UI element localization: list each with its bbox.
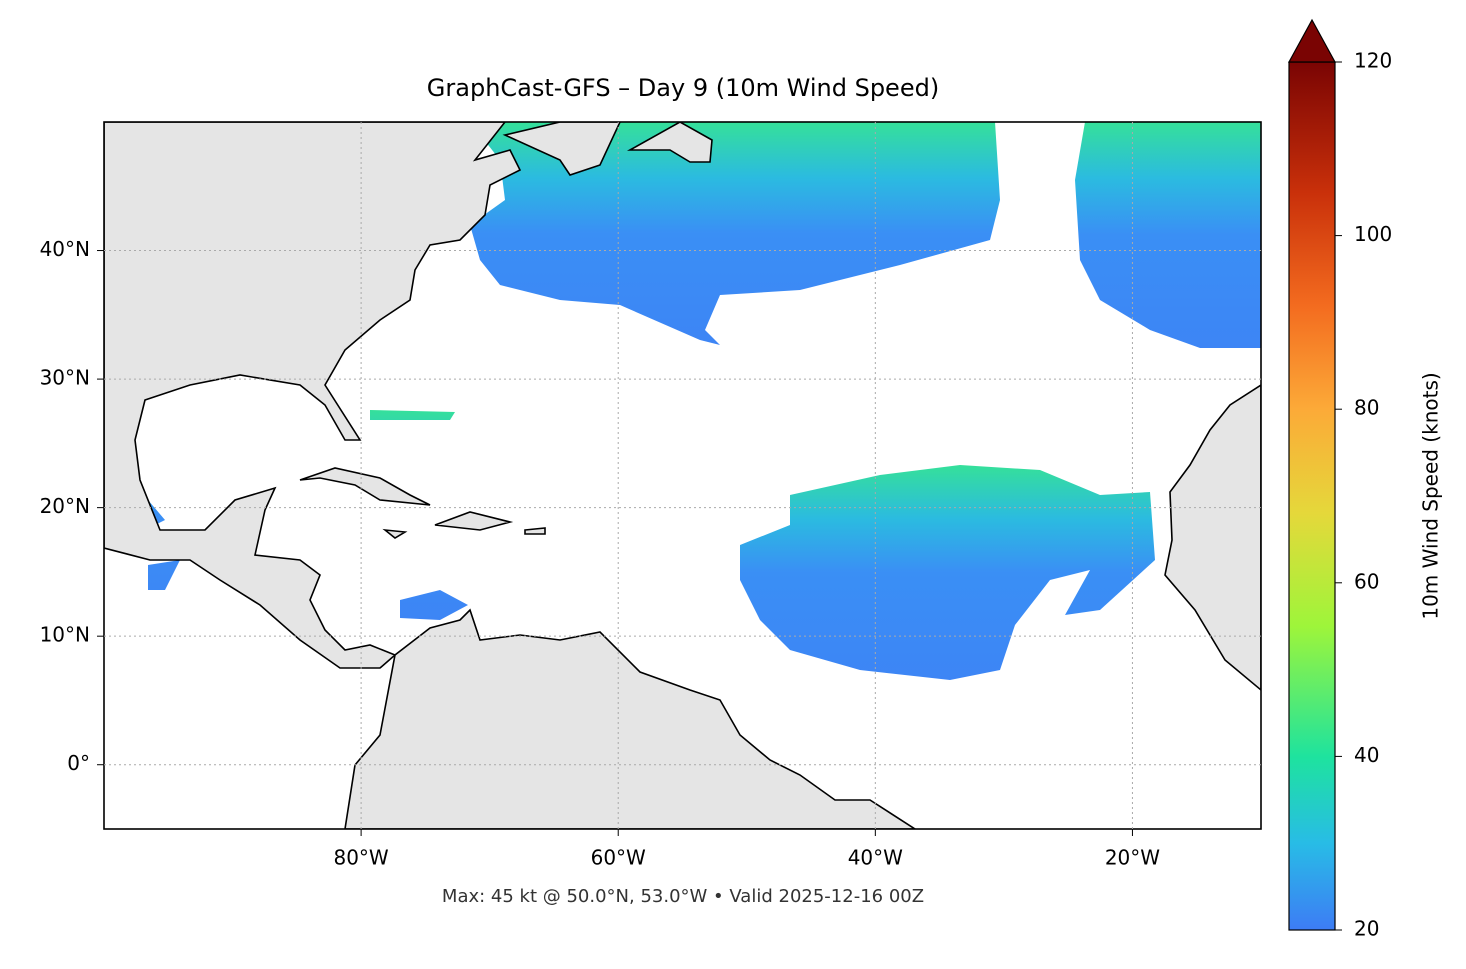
- y-tick-label: 20°N: [40, 494, 90, 518]
- colorbar-tick-label: 60: [1354, 569, 1379, 593]
- colorbar-tick-label: 120: [1354, 49, 1392, 73]
- x-tick-label: 80°W: [333, 846, 388, 870]
- land: [104, 122, 522, 669]
- colorbar: [1288, 61, 1336, 931]
- wind-region: [470, 122, 1000, 345]
- land: [1164, 384, 1261, 692]
- colorbar-tick-label: 20: [1354, 917, 1379, 941]
- colorbar-tick-label: 80: [1354, 396, 1379, 420]
- wind-region: [1075, 122, 1261, 348]
- map-frame: [103, 121, 1262, 830]
- y-tick-label: 40°N: [40, 237, 90, 261]
- wind-region: [740, 465, 1155, 680]
- colorbar-tick-label: 40: [1354, 743, 1379, 767]
- land: [344, 608, 917, 829]
- y-tick-label: 30°N: [40, 366, 90, 390]
- y-tick-label: 0°: [67, 751, 90, 775]
- y-tick-label: 10°N: [40, 623, 90, 647]
- footnote: Max: 45 kt @ 50.0°N, 53.0°W • Valid 2025…: [442, 886, 924, 907]
- colorbar-extend: [1287, 18, 1337, 63]
- colorbar-label: 10m Wind Speed (knots): [1419, 372, 1443, 619]
- chart-title: GraphCast-GFS – Day 9 (10m Wind Speed): [427, 74, 939, 102]
- colorbar-tick-label: 100: [1354, 222, 1392, 246]
- x-tick-label: 60°W: [591, 846, 646, 870]
- x-tick-label: 40°W: [848, 846, 903, 870]
- map-area: [104, 122, 1261, 829]
- x-tick-label: 20°W: [1105, 846, 1160, 870]
- wind-region: [148, 410, 468, 620]
- land: [299, 122, 713, 539]
